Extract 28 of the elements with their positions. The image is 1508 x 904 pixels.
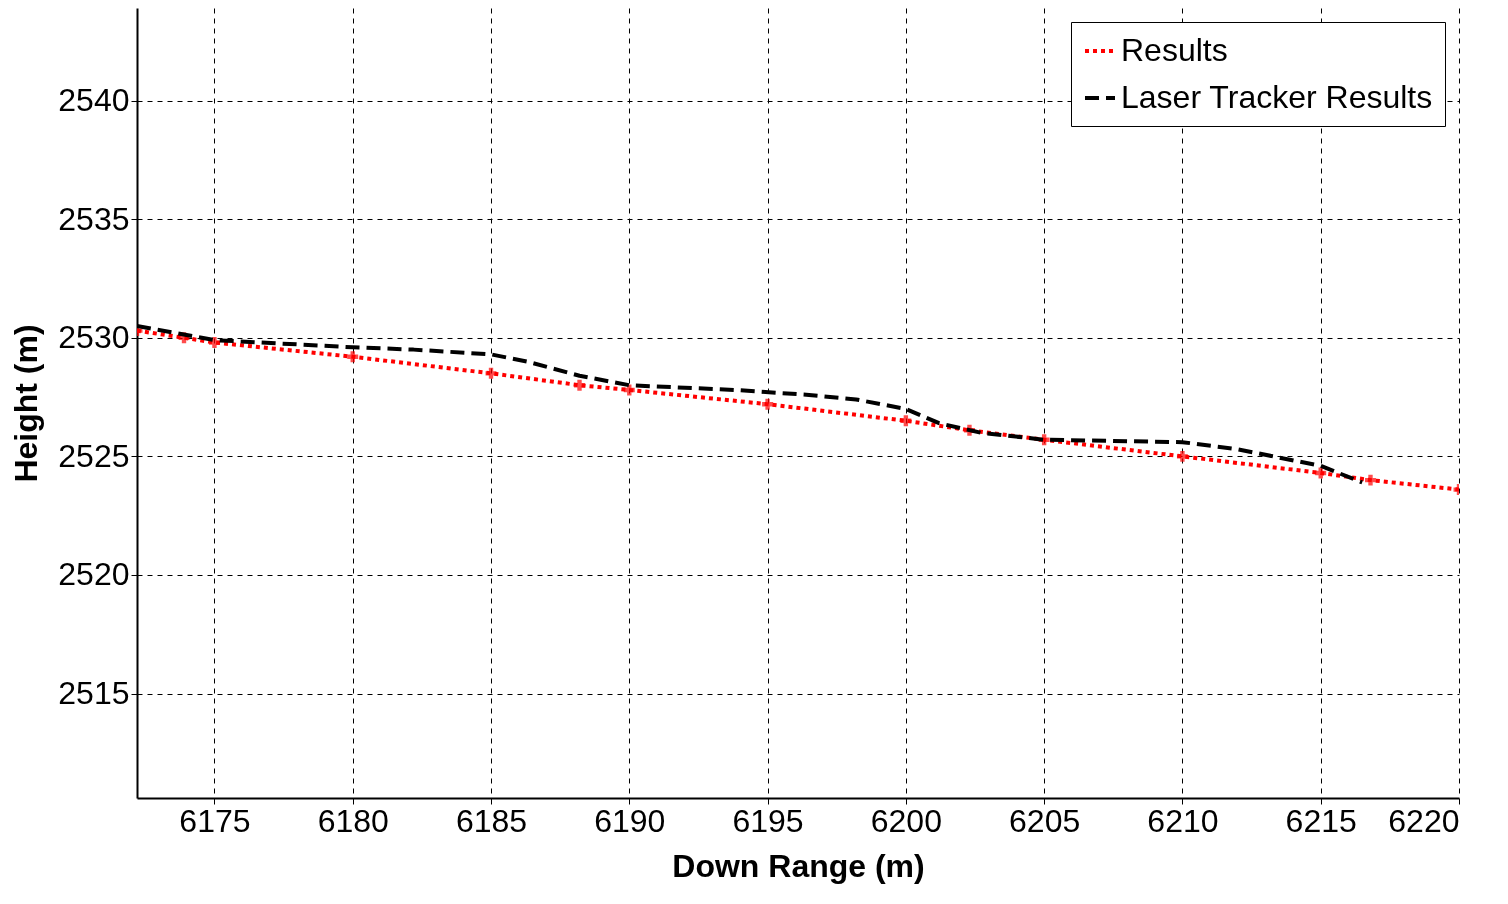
point [208, 337, 220, 348]
x-tick-label: 6185 [455, 802, 528, 839]
y-axis-title: Height (m) [8, 324, 45, 483]
point [762, 398, 774, 410]
x-tick-label: 6200 [870, 802, 942, 839]
x-tick-label: 6195 [732, 802, 804, 839]
y-tick-label: 2515 [58, 675, 130, 712]
x-tick-label: 6215 [1285, 802, 1357, 839]
x-axis-title: Down Range (m) [672, 847, 925, 884]
x-tick-label: 6180 [317, 802, 389, 839]
point [485, 367, 497, 379]
x-tick-label: 6175 [179, 802, 251, 839]
y-tick-label: 2530 [58, 319, 130, 356]
point [347, 351, 359, 363]
y-tick-label: 2520 [58, 556, 130, 593]
point [574, 379, 585, 391]
x-tick-label: 6210 [1147, 802, 1219, 839]
legend-label: Laser Tracker Results [1121, 79, 1433, 115]
x-tick-label: 6205 [1009, 802, 1081, 839]
y-tick-label: 2525 [58, 437, 130, 474]
point [1365, 474, 1376, 486]
legend-label: Results [1121, 32, 1228, 68]
point [900, 415, 912, 427]
point [1176, 450, 1188, 462]
x-tick-label: 6190 [594, 802, 666, 839]
y-tick-label: 2535 [58, 200, 130, 237]
y-tick-label: 2540 [58, 82, 130, 119]
x-tick-label: 6220 [1388, 802, 1460, 839]
